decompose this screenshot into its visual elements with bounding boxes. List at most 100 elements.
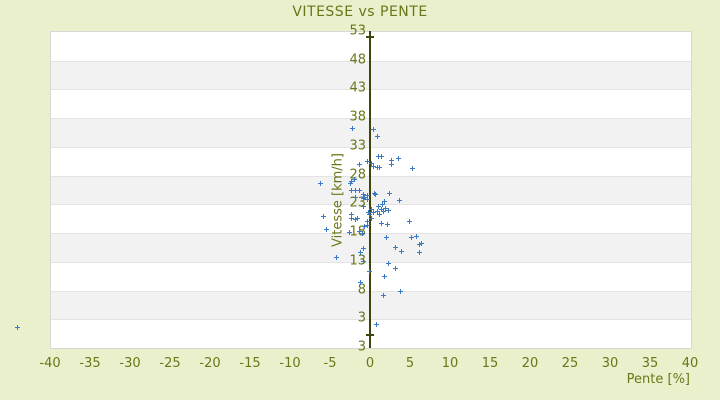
data-point	[366, 209, 372, 215]
chart-title: VITESSE vs PENTE	[292, 4, 428, 20]
data-point	[373, 191, 379, 197]
x-tick-label: 35	[641, 356, 659, 371]
y-tick-label: 13	[349, 253, 366, 269]
data-point	[359, 231, 365, 237]
data-point	[414, 234, 420, 240]
data-point	[375, 203, 381, 209]
x-tick-label: 15	[481, 356, 499, 371]
data-point	[385, 222, 391, 228]
data-point	[371, 126, 376, 132]
x-tick-label: -5	[323, 356, 337, 371]
data-point	[348, 187, 354, 193]
data-point	[369, 215, 374, 221]
data-point	[416, 250, 422, 256]
grid-band	[51, 204, 691, 233]
x-axis-title: Pente [%]	[626, 372, 690, 387]
data-point	[352, 194, 358, 200]
data-point	[382, 198, 388, 204]
data-point	[409, 234, 415, 240]
y-axis-zero-line	[369, 31, 371, 348]
x-tick-label: -15	[239, 356, 261, 371]
data-point	[355, 216, 360, 222]
y-axis-title: Vitesse [km/h]	[330, 153, 346, 247]
data-point	[367, 212, 373, 218]
data-point	[350, 125, 356, 131]
data-point	[334, 254, 340, 260]
data-point	[383, 206, 388, 212]
data-point	[360, 195, 366, 201]
data-point	[371, 210, 376, 216]
axis-tick-origin	[366, 334, 374, 336]
grid-band	[51, 290, 691, 320]
data-point	[383, 235, 389, 241]
data-point	[377, 164, 383, 170]
data-point	[360, 191, 366, 197]
data-point	[365, 219, 370, 225]
y-tick-label: 8	[357, 282, 366, 298]
y-tick-label: 3	[357, 310, 366, 326]
data-point	[410, 166, 416, 172]
x-tick-label: -30	[119, 356, 141, 371]
data-point	[353, 187, 359, 193]
data-point	[376, 212, 382, 218]
data-point	[375, 208, 380, 214]
data-point	[360, 246, 366, 252]
y-tick-label: 38	[349, 109, 366, 125]
y-tick-label: 43	[349, 80, 366, 96]
data-point	[358, 279, 364, 285]
data-point	[368, 207, 374, 213]
x-tick-label: 10	[441, 356, 459, 371]
data-point	[364, 192, 370, 198]
y-tick-label: 28	[349, 167, 366, 183]
data-point	[395, 155, 401, 161]
y-tick-label: 3	[357, 339, 366, 355]
y-tick-label: 33	[349, 138, 366, 154]
data-point	[369, 161, 375, 167]
data-point	[379, 207, 384, 213]
data-point	[417, 242, 423, 248]
data-point	[358, 249, 364, 255]
x-tick-label: -10	[279, 356, 301, 371]
x-tick-label: 20	[521, 356, 539, 371]
x-tick-label: 40	[681, 356, 699, 371]
data-point	[362, 224, 368, 230]
x-tick-label: -20	[199, 356, 221, 371]
x-tick-label: -40	[39, 356, 61, 371]
x-tick-label: -35	[79, 356, 101, 371]
data-point	[392, 265, 398, 271]
y-tick-label: 53	[349, 23, 366, 39]
data-point	[371, 190, 377, 196]
data-point	[349, 178, 355, 184]
grid-band	[51, 175, 691, 205]
data-point	[386, 207, 392, 213]
data-point	[367, 269, 373, 275]
data-point	[374, 322, 380, 328]
data-point	[407, 218, 412, 224]
data-point	[318, 181, 324, 187]
grid-band	[51, 89, 691, 118]
grid-band	[51, 146, 691, 176]
data-point	[347, 180, 353, 186]
data-point	[351, 177, 357, 183]
x-tick-label: -25	[159, 356, 181, 371]
data-point	[365, 223, 371, 229]
y-tick-label: 23	[349, 195, 366, 211]
data-point	[381, 293, 387, 299]
data-point	[352, 217, 358, 223]
grid-band	[51, 118, 691, 147]
data-point	[361, 258, 367, 264]
data-point	[387, 191, 392, 197]
data-point	[379, 221, 384, 227]
data-point	[375, 154, 381, 160]
data-point	[389, 162, 395, 168]
data-point	[382, 273, 388, 279]
y-tick-label: 48	[349, 52, 366, 68]
axis-tick-top	[366, 36, 374, 38]
x-tick-label: 0	[365, 356, 375, 371]
data-point	[375, 134, 380, 140]
grid-band	[51, 319, 691, 348]
data-point	[399, 248, 404, 254]
data-point	[347, 230, 352, 236]
data-point	[321, 213, 327, 219]
